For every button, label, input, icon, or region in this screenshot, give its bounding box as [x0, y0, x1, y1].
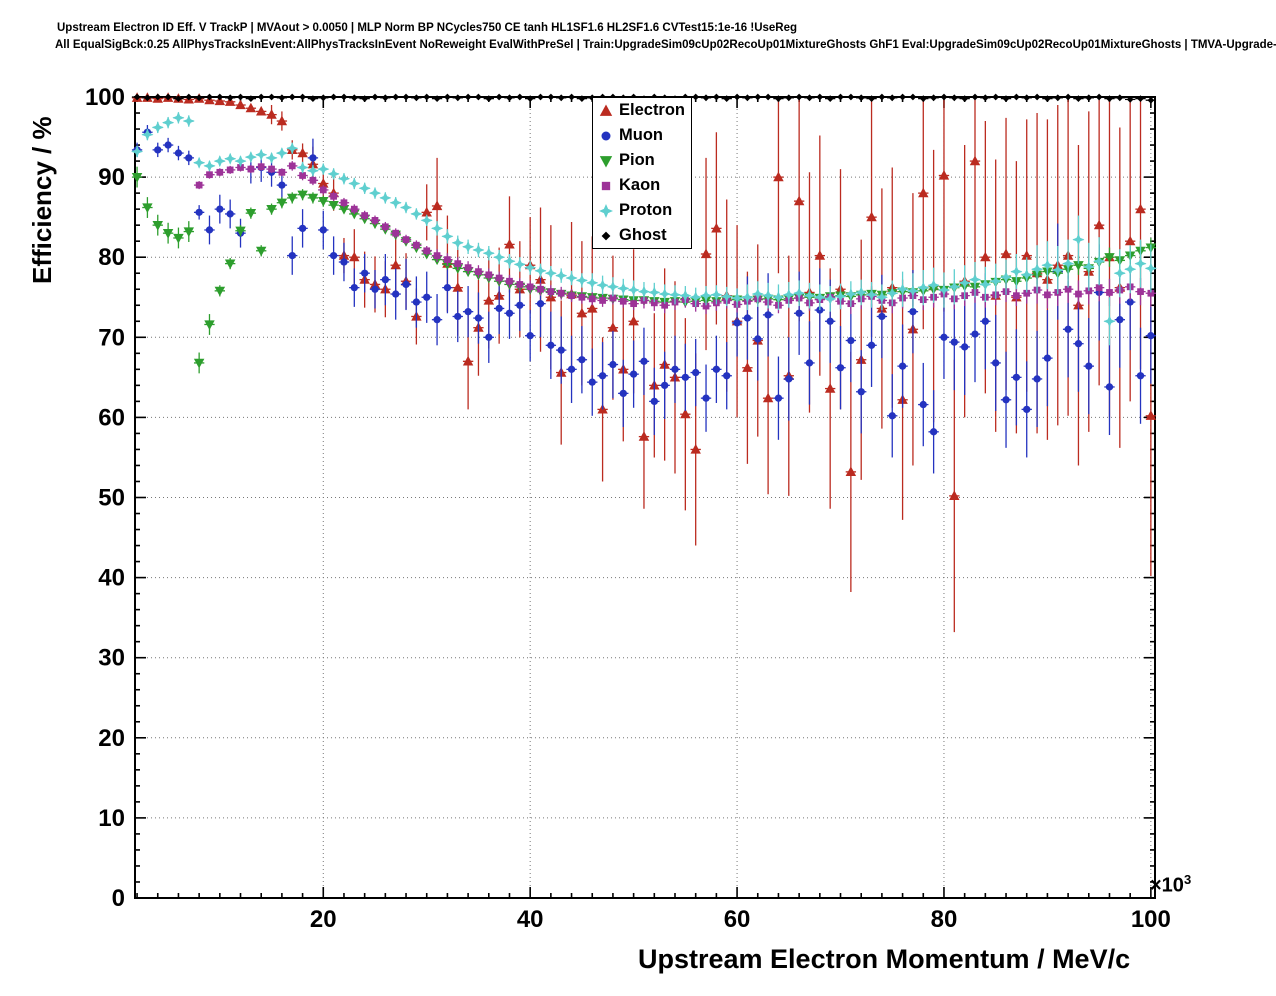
- legend-marker-kaon-icon: [601, 181, 611, 190]
- svg-text:40: 40: [517, 906, 544, 933]
- svg-text:60: 60: [724, 906, 751, 933]
- svg-text:0: 0: [112, 885, 125, 912]
- legend-item-proton: Proton: [593, 198, 691, 223]
- svg-text:80: 80: [98, 244, 125, 271]
- legend-item-kaon: Kaon: [593, 173, 691, 198]
- svg-text:10: 10: [98, 805, 125, 832]
- legend-label: Kaon: [619, 176, 661, 194]
- x-axis-tick-labels: 20 40 60 80 100: [310, 906, 1171, 933]
- legend-label: Pion: [619, 151, 655, 169]
- y-axis-tick-labels: 0 10 20 30 40 50 60 70 80 90 100: [85, 84, 125, 912]
- legend-label: Muon: [619, 126, 663, 144]
- svg-text:80: 80: [931, 906, 958, 933]
- legend: Electron Muon Pion Kaon Proton Ghost: [592, 97, 692, 249]
- x-axis-title: Upstream Electron Momentum / MeV/c: [638, 944, 1131, 974]
- legend-label: Proton: [619, 201, 673, 219]
- x-axis-multiplier-base: ×10: [1150, 874, 1184, 897]
- svg-text:70: 70: [98, 324, 125, 351]
- svg-text:30: 30: [98, 645, 125, 672]
- legend-label: Ghost: [619, 226, 667, 244]
- legend-item-pion: Pion: [593, 148, 691, 173]
- svg-text:100: 100: [85, 84, 125, 111]
- legend-item-ghost: Ghost: [593, 223, 691, 248]
- series-proton: [131, 111, 1157, 346]
- svg-text:40: 40: [98, 565, 125, 592]
- svg-text:50: 50: [98, 485, 125, 512]
- legend-marker-pion-icon: [599, 155, 613, 167]
- x-axis-multiplier-exponent: 3: [1183, 872, 1192, 887]
- x-axis-multiplier: ×103: [1150, 872, 1191, 898]
- svg-text:90: 90: [98, 164, 125, 191]
- legend-item-muon: Muon: [593, 123, 691, 148]
- legend-marker-muon-icon: [601, 130, 611, 141]
- plot-title-line2: All EqualSigBck:0.25 AllPhysTracksInEven…: [55, 39, 1276, 51]
- legend-label: Electron: [619, 101, 686, 119]
- legend-marker-electron-icon: [599, 104, 613, 116]
- svg-text:20: 20: [98, 725, 125, 752]
- svg-text:100: 100: [1131, 906, 1171, 933]
- svg-text:20: 20: [310, 906, 337, 933]
- legend-marker-ghost-icon: [601, 231, 611, 240]
- svg-text:60: 60: [98, 404, 125, 431]
- plot-title-line1: Upstream Electron ID Eff. V TrackP | MVA…: [57, 22, 798, 34]
- legend-marker-proton-icon: [599, 203, 613, 218]
- legend-item-electron: Electron: [593, 98, 691, 123]
